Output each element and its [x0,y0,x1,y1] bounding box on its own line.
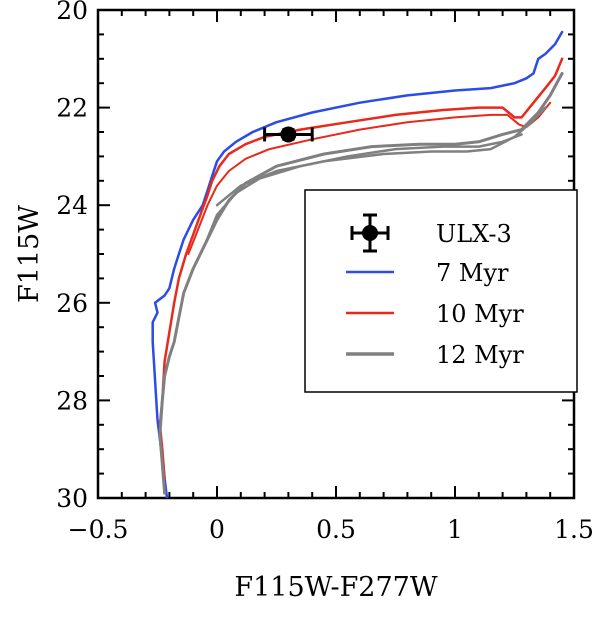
legend-label-7myr: 7 Myr [436,259,509,287]
x-tick-label: 0.5 [316,515,356,544]
y-tick-label: 20 [56,0,88,25]
ulx3-point [280,126,297,143]
legend-label-ulx3: ULX-3 [436,220,512,248]
legend-marker [362,225,378,241]
y-tick-label: 28 [56,386,88,415]
legend-box [304,189,578,393]
legend: ULX-3 7 Myr 10 Myr 12 Myr [304,189,578,393]
series-line-7-myr [151,30,564,498]
x-axis-title: F115W-F277W [234,572,437,603]
series-group [151,30,564,498]
y-tick-label: 26 [56,289,88,318]
legend-label-10myr: 10 Myr [436,300,524,328]
legend-entry-ulx3: ULX-3 [350,213,512,253]
ulx3-point-group [263,126,314,143]
series-line-12-myr [203,133,523,246]
y-axis-title: F115W [14,205,45,303]
series-line-12-myr [215,106,547,207]
legend-label-12myr: 12 Myr [436,341,524,369]
legend-entry-12myr: 12 Myr [346,341,524,369]
y-tick-label: 30 [56,484,88,513]
x-tick-label: 0 [209,515,225,544]
x-tick-label: 1 [447,515,463,544]
x-tick-label: −0.5 [68,515,129,544]
legend-entry-10myr: 10 Myr [346,300,524,328]
tick-labels: −0.5 0 0.5 1 1.5 20 22 24 26 28 30 [56,0,594,544]
legend-entry-7myr: 7 Myr [346,259,509,287]
series-line-10-myr [187,101,552,255]
y-tick-label: 24 [56,191,88,220]
series-line-10-myr [158,57,564,480]
y-tick-label: 22 [56,94,88,123]
x-tick-label: 1.5 [554,515,594,544]
